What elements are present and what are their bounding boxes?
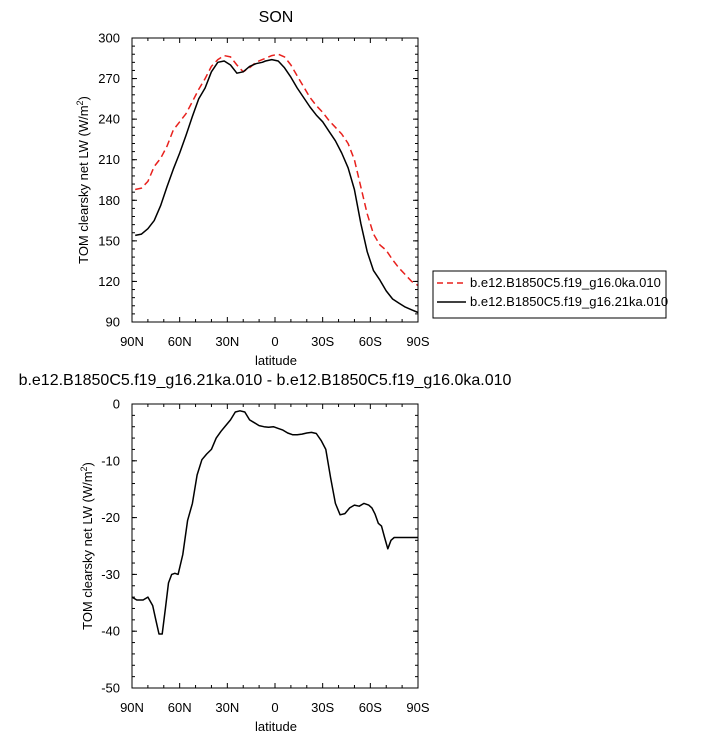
panel-bottom-x-tick-label: 60N: [168, 700, 192, 715]
panel-bottom-ticks: 90N 60N 30N 0 30S 60S 90S 0 -10 -20 -30 -40 -50: [101, 397, 430, 716]
panel-top-x-tick-label: 90S: [406, 334, 429, 349]
panel-bottom-y-tick-label: -10: [101, 453, 120, 468]
legend-box: [432, 270, 667, 319]
panel-top-series: [135, 53, 418, 314]
panel-top-y-tick-label: 240: [98, 112, 120, 127]
panel-top-y-tick-label: 180: [98, 193, 120, 208]
panel-bottom-x-tick-label: 90N: [120, 700, 144, 715]
panel-top-y-tick-label: 210: [98, 152, 120, 167]
panel-bottom-series: [132, 410, 418, 635]
panel-bottom-frame: [131, 403, 419, 689]
panel-top-y-tick-label: 270: [98, 71, 120, 86]
panel-top-x-tick-label: 30N: [215, 334, 239, 349]
panel-bottom-y-tick-label: -50: [101, 681, 120, 696]
panel-bottom-y-tick-label: -30: [101, 567, 120, 582]
panel-bottom-ylabel: TOM clearsky net LW (W/m2): [79, 462, 95, 630]
panel-bottom-y-tick-label: 0: [113, 397, 120, 412]
panel-top-series-line-1: [135, 58, 418, 314]
panel-bottom-xlabel: latitude: [255, 719, 297, 734]
panel-top-x-tick-label: 30S: [311, 334, 334, 349]
panel-bottom-x-tick-label: 30S: [311, 700, 334, 715]
panel-top-y-tick-label: 300: [98, 31, 120, 46]
panel-top-title: SON: [259, 9, 294, 26]
panel-top-y-tick-label: 90: [106, 315, 120, 330]
panel-top-x-tick-label: 60N: [168, 334, 192, 349]
panel-top-xlabel: latitude: [255, 353, 297, 368]
panel-top-series-line-0: [135, 53, 418, 287]
panel-top-x-tick-label: 0: [271, 334, 278, 349]
panel-top-x-tick-label: 60S: [359, 334, 382, 349]
panel-bottom-title: b.e12.B1850C5.f19_g16.21ka.010 - b.e12.B…: [19, 372, 512, 389]
panel-bottom-y-tick-label: -40: [101, 624, 120, 639]
panel-bottom-x-tick-label: 30N: [215, 700, 239, 715]
panel-top-y-tick-label: 120: [98, 274, 120, 289]
panel-bottom-x-tick-label: 0: [271, 700, 278, 715]
panel-bottom-x-tick-label: 60S: [359, 700, 382, 715]
panel-top-x-tick-label: 90N: [120, 334, 144, 349]
legend: b.e12.B1850C5.f19_g16.0ka.010 b.e12.B185…: [432, 270, 668, 319]
panel-bottom-series-line-0: [132, 410, 418, 635]
panel-top-y-tick-label: 150: [98, 233, 120, 248]
panel-top-ticks: 90N 60N 30N 0 30S 60S 90S 90 120 150 180 210 240 270 3…: [98, 31, 430, 350]
panel-bottom-y-tick-label: -20: [101, 510, 120, 525]
panel-top-frame: [131, 37, 419, 323]
panel-top: SON 90N 60N 30N 0 30S 60S 90S 90 120 150 180 210 240…: [75, 9, 668, 368]
legend-label-0ka: b.e12.B1850C5.f19_g16.0ka.010: [470, 275, 661, 290]
panel-top-ylabel: TOM clearsky net LW (W/m2): [75, 96, 91, 264]
panel-bottom: b.e12.B1850C5.f19_g16.21ka.010 - b.e12.B…: [19, 372, 512, 734]
panel-bottom-x-tick-label: 90S: [406, 700, 429, 715]
legend-label-21ka: b.e12.B1850C5.f19_g16.21ka.010: [470, 294, 668, 309]
